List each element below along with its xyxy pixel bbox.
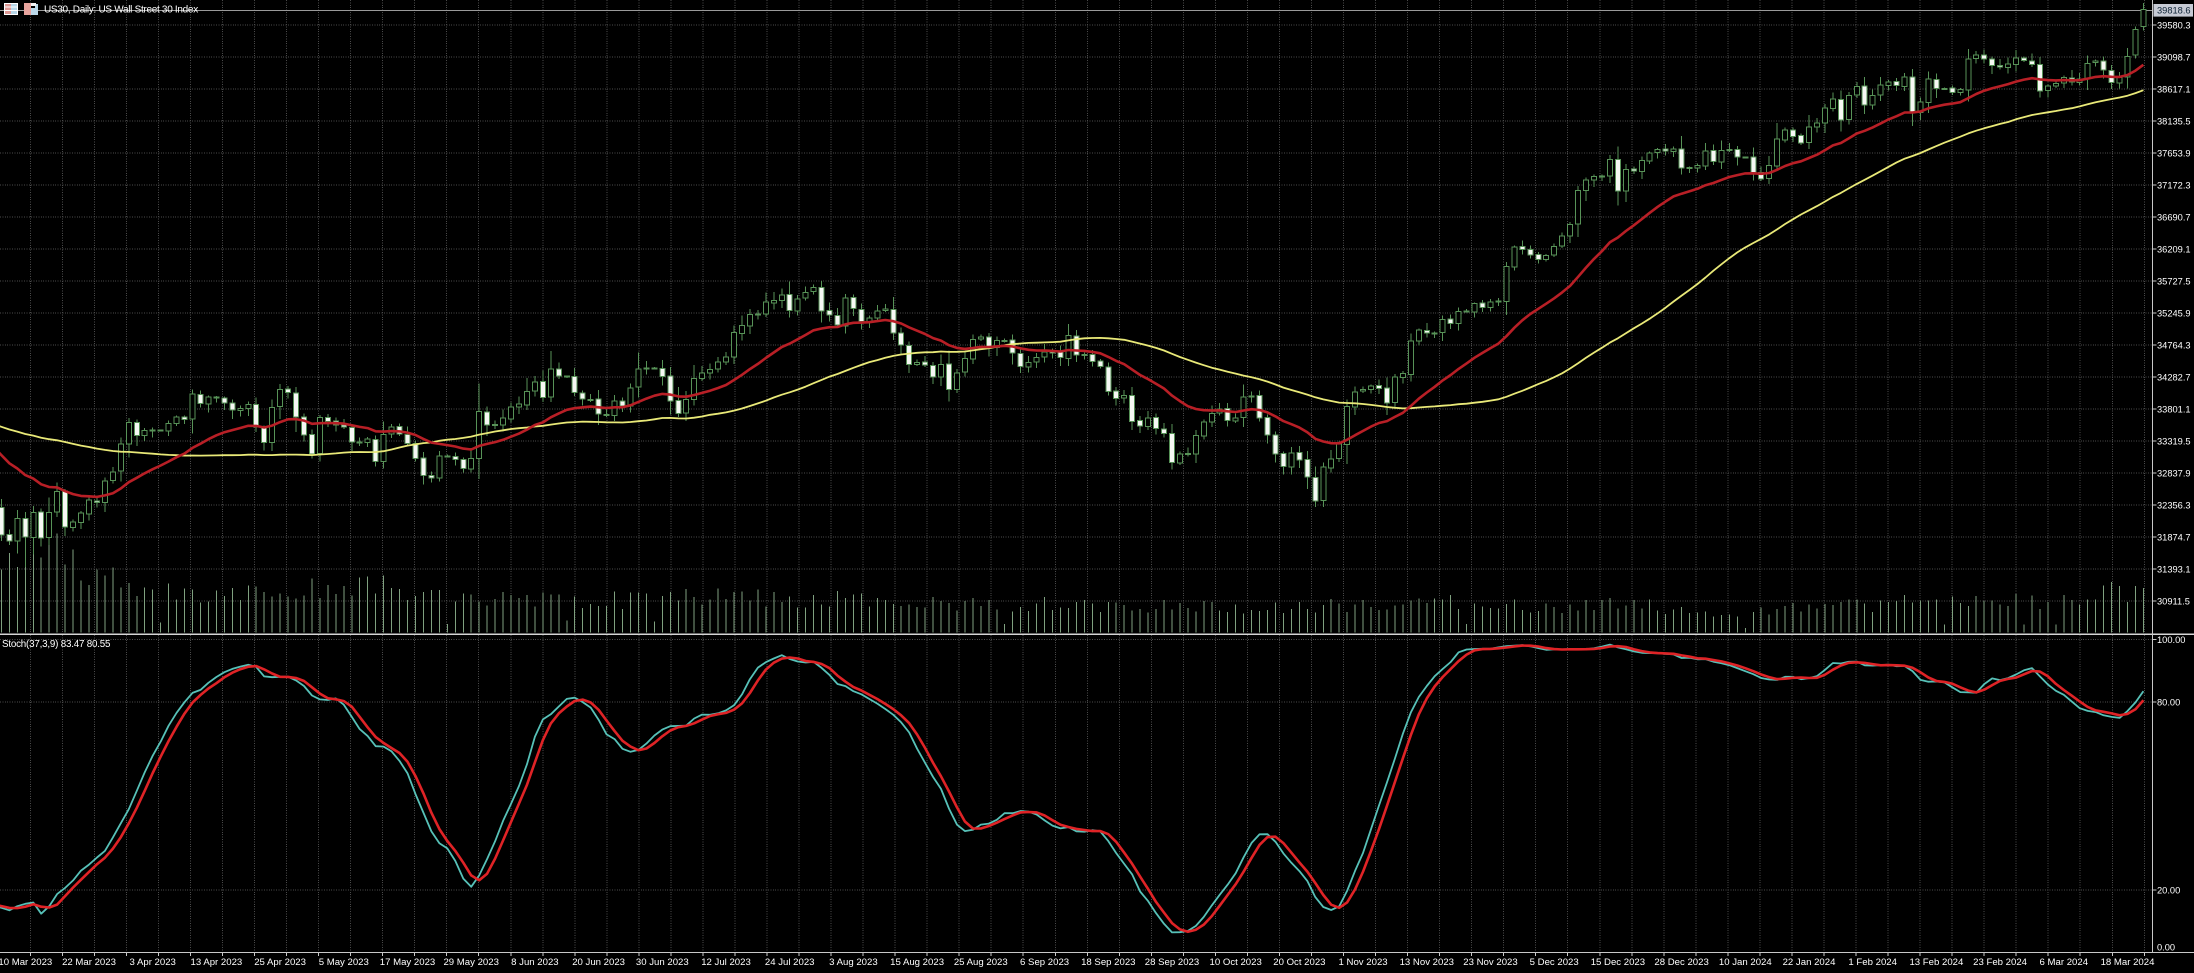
svg-text:39580.3: 39580.3 [2157,21,2191,31]
svg-text:18 Mar 2024: 18 Mar 2024 [2101,957,2156,968]
svg-text:31874.7: 31874.7 [2157,533,2191,543]
svg-text:23 Feb 2024: 23 Feb 2024 [1973,957,2028,968]
svg-text:10 Mar 2023: 10 Mar 2023 [0,957,52,968]
svg-text:13 Apr 2023: 13 Apr 2023 [191,957,243,968]
svg-text:28 Dec 2023: 28 Dec 2023 [1654,957,1708,968]
svg-text:10 Jan 2024: 10 Jan 2024 [1719,957,1772,968]
svg-text:13 Feb 2024: 13 Feb 2024 [1909,957,1964,968]
svg-text:33319.5: 33319.5 [2157,437,2191,447]
svg-text:22 Jan 2024: 22 Jan 2024 [1783,957,1836,968]
svg-text:80.00: 80.00 [2157,697,2180,707]
svg-text:35727.5: 35727.5 [2157,277,2191,287]
svg-text:32356.3: 32356.3 [2157,501,2191,511]
svg-text:37653.9: 37653.9 [2157,149,2191,159]
svg-text:20 Jun 2023: 20 Jun 2023 [572,957,625,968]
svg-text:33801.1: 33801.1 [2157,405,2191,415]
svg-text:18 Sep 2023: 18 Sep 2023 [1081,957,1135,968]
svg-text:Stoch(37,3,9) 83.47 80.55: Stoch(37,3,9) 83.47 80.55 [2,639,111,650]
svg-text:30 Jun 2023: 30 Jun 2023 [636,957,689,968]
svg-text:36209.1: 36209.1 [2157,245,2191,255]
svg-text:8 Jun 2023: 8 Jun 2023 [511,957,558,968]
svg-text:38617.1: 38617.1 [2157,85,2191,95]
svg-text:36690.7: 36690.7 [2157,213,2191,223]
svg-text:100.00: 100.00 [2157,635,2185,645]
svg-text:20 Oct 2023: 20 Oct 2023 [1273,957,1325,968]
svg-text:32837.9: 32837.9 [2157,469,2191,479]
svg-text:US30, Daily: US Wall Street 3: US30, Daily: US Wall Street 30 Index [44,5,198,16]
svg-text:5 Dec 2023: 5 Dec 2023 [1530,957,1579,968]
svg-text:23 Nov 2023: 23 Nov 2023 [1463,957,1517,968]
svg-text:20.00: 20.00 [2157,885,2180,895]
svg-text:0.00: 0.00 [2157,943,2175,953]
svg-text:39098.7: 39098.7 [2157,53,2191,63]
svg-text:1 Nov 2023: 1 Nov 2023 [1339,957,1388,968]
svg-text:6 Mar 2024: 6 Mar 2024 [2040,957,2089,968]
svg-text:22 Mar 2023: 22 Mar 2023 [62,957,116,968]
svg-text:29 May 2023: 29 May 2023 [443,957,498,968]
svg-text:37172.3: 37172.3 [2157,181,2191,191]
svg-text:25 Aug 2023: 25 Aug 2023 [954,957,1008,968]
svg-text:10 Oct 2023: 10 Oct 2023 [1210,957,1262,968]
svg-text:17 May 2023: 17 May 2023 [380,957,435,968]
svg-text:15 Aug 2023: 15 Aug 2023 [890,957,944,968]
svg-text:12 Jul 2023: 12 Jul 2023 [701,957,751,968]
svg-text:3 Apr 2023: 3 Apr 2023 [129,957,175,968]
svg-text:24 Jul 2023: 24 Jul 2023 [765,957,815,968]
svg-text:28 Sep 2023: 28 Sep 2023 [1145,957,1199,968]
svg-text:25 Apr 2023: 25 Apr 2023 [254,957,306,968]
svg-text:15 Dec 2023: 15 Dec 2023 [1591,957,1645,968]
svg-text:13 Nov 2023: 13 Nov 2023 [1400,957,1454,968]
svg-text:34764.3: 34764.3 [2157,341,2191,351]
svg-text:30911.5: 30911.5 [2157,597,2190,607]
svg-text:1 Feb 2024: 1 Feb 2024 [1848,957,1897,968]
svg-text:39818.6: 39818.6 [2157,6,2191,16]
svg-text:38135.5: 38135.5 [2157,117,2191,127]
svg-text:5 May 2023: 5 May 2023 [319,957,369,968]
svg-text:35245.9: 35245.9 [2157,309,2191,319]
svg-text:6 Sep 2023: 6 Sep 2023 [1020,957,1069,968]
svg-text:3 Aug 2023: 3 Aug 2023 [829,957,878,968]
svg-text:31393.1: 31393.1 [2157,565,2191,575]
svg-text:34282.7: 34282.7 [2157,373,2191,383]
